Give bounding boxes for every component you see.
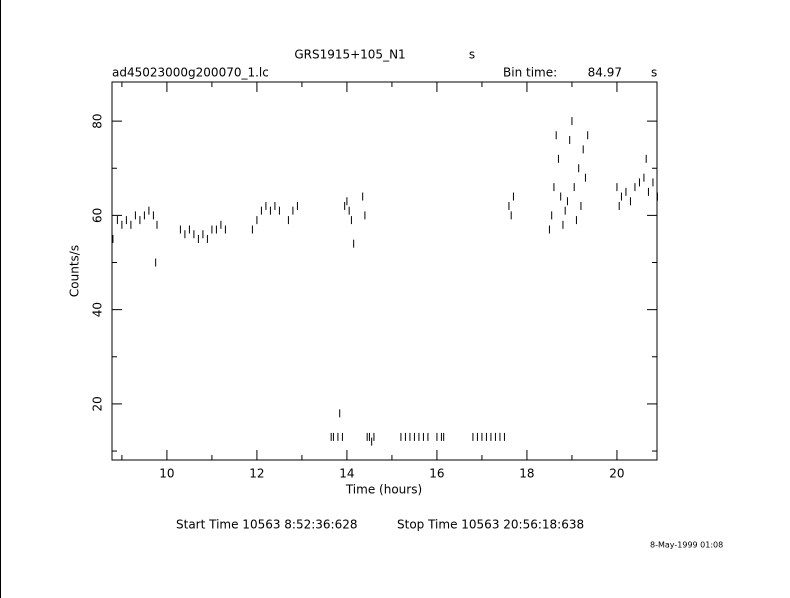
chart-title: GRS1915+105_N1 (294, 48, 405, 62)
x-tick-label: 16 (429, 467, 444, 481)
y-tick-label: 60 (91, 208, 105, 223)
x-axis-label: Time (hours) (345, 483, 422, 497)
stop-time: Stop Time 10563 20:56:18:638 (397, 518, 584, 532)
x-tick-label: 12 (249, 467, 264, 481)
bin-time: 84.97 (588, 66, 622, 80)
bin-time-label: Bin time: (503, 66, 557, 80)
x-tick-label: 18 (519, 467, 534, 481)
subtitle: ad45023000g200070_1.lc (112, 66, 269, 80)
start-time: Start Time 10563 8:52:36:628 (176, 518, 358, 532)
x-tick-label: 10 (159, 467, 174, 481)
y-tick-label: 40 (91, 302, 105, 317)
y-axis-label: Counts/s (68, 245, 82, 297)
title-unit: s (469, 48, 475, 62)
plot-frame (111, 81, 658, 461)
x-tick-label: 14 (339, 467, 354, 481)
bin-time-unit: s (651, 66, 657, 80)
y-tick-label: 80 (91, 113, 105, 128)
x-tick-label: 20 (609, 467, 624, 481)
footer-date: 8-May-1999 01:08 (650, 541, 723, 550)
y-tick-label: 20 (91, 396, 105, 411)
